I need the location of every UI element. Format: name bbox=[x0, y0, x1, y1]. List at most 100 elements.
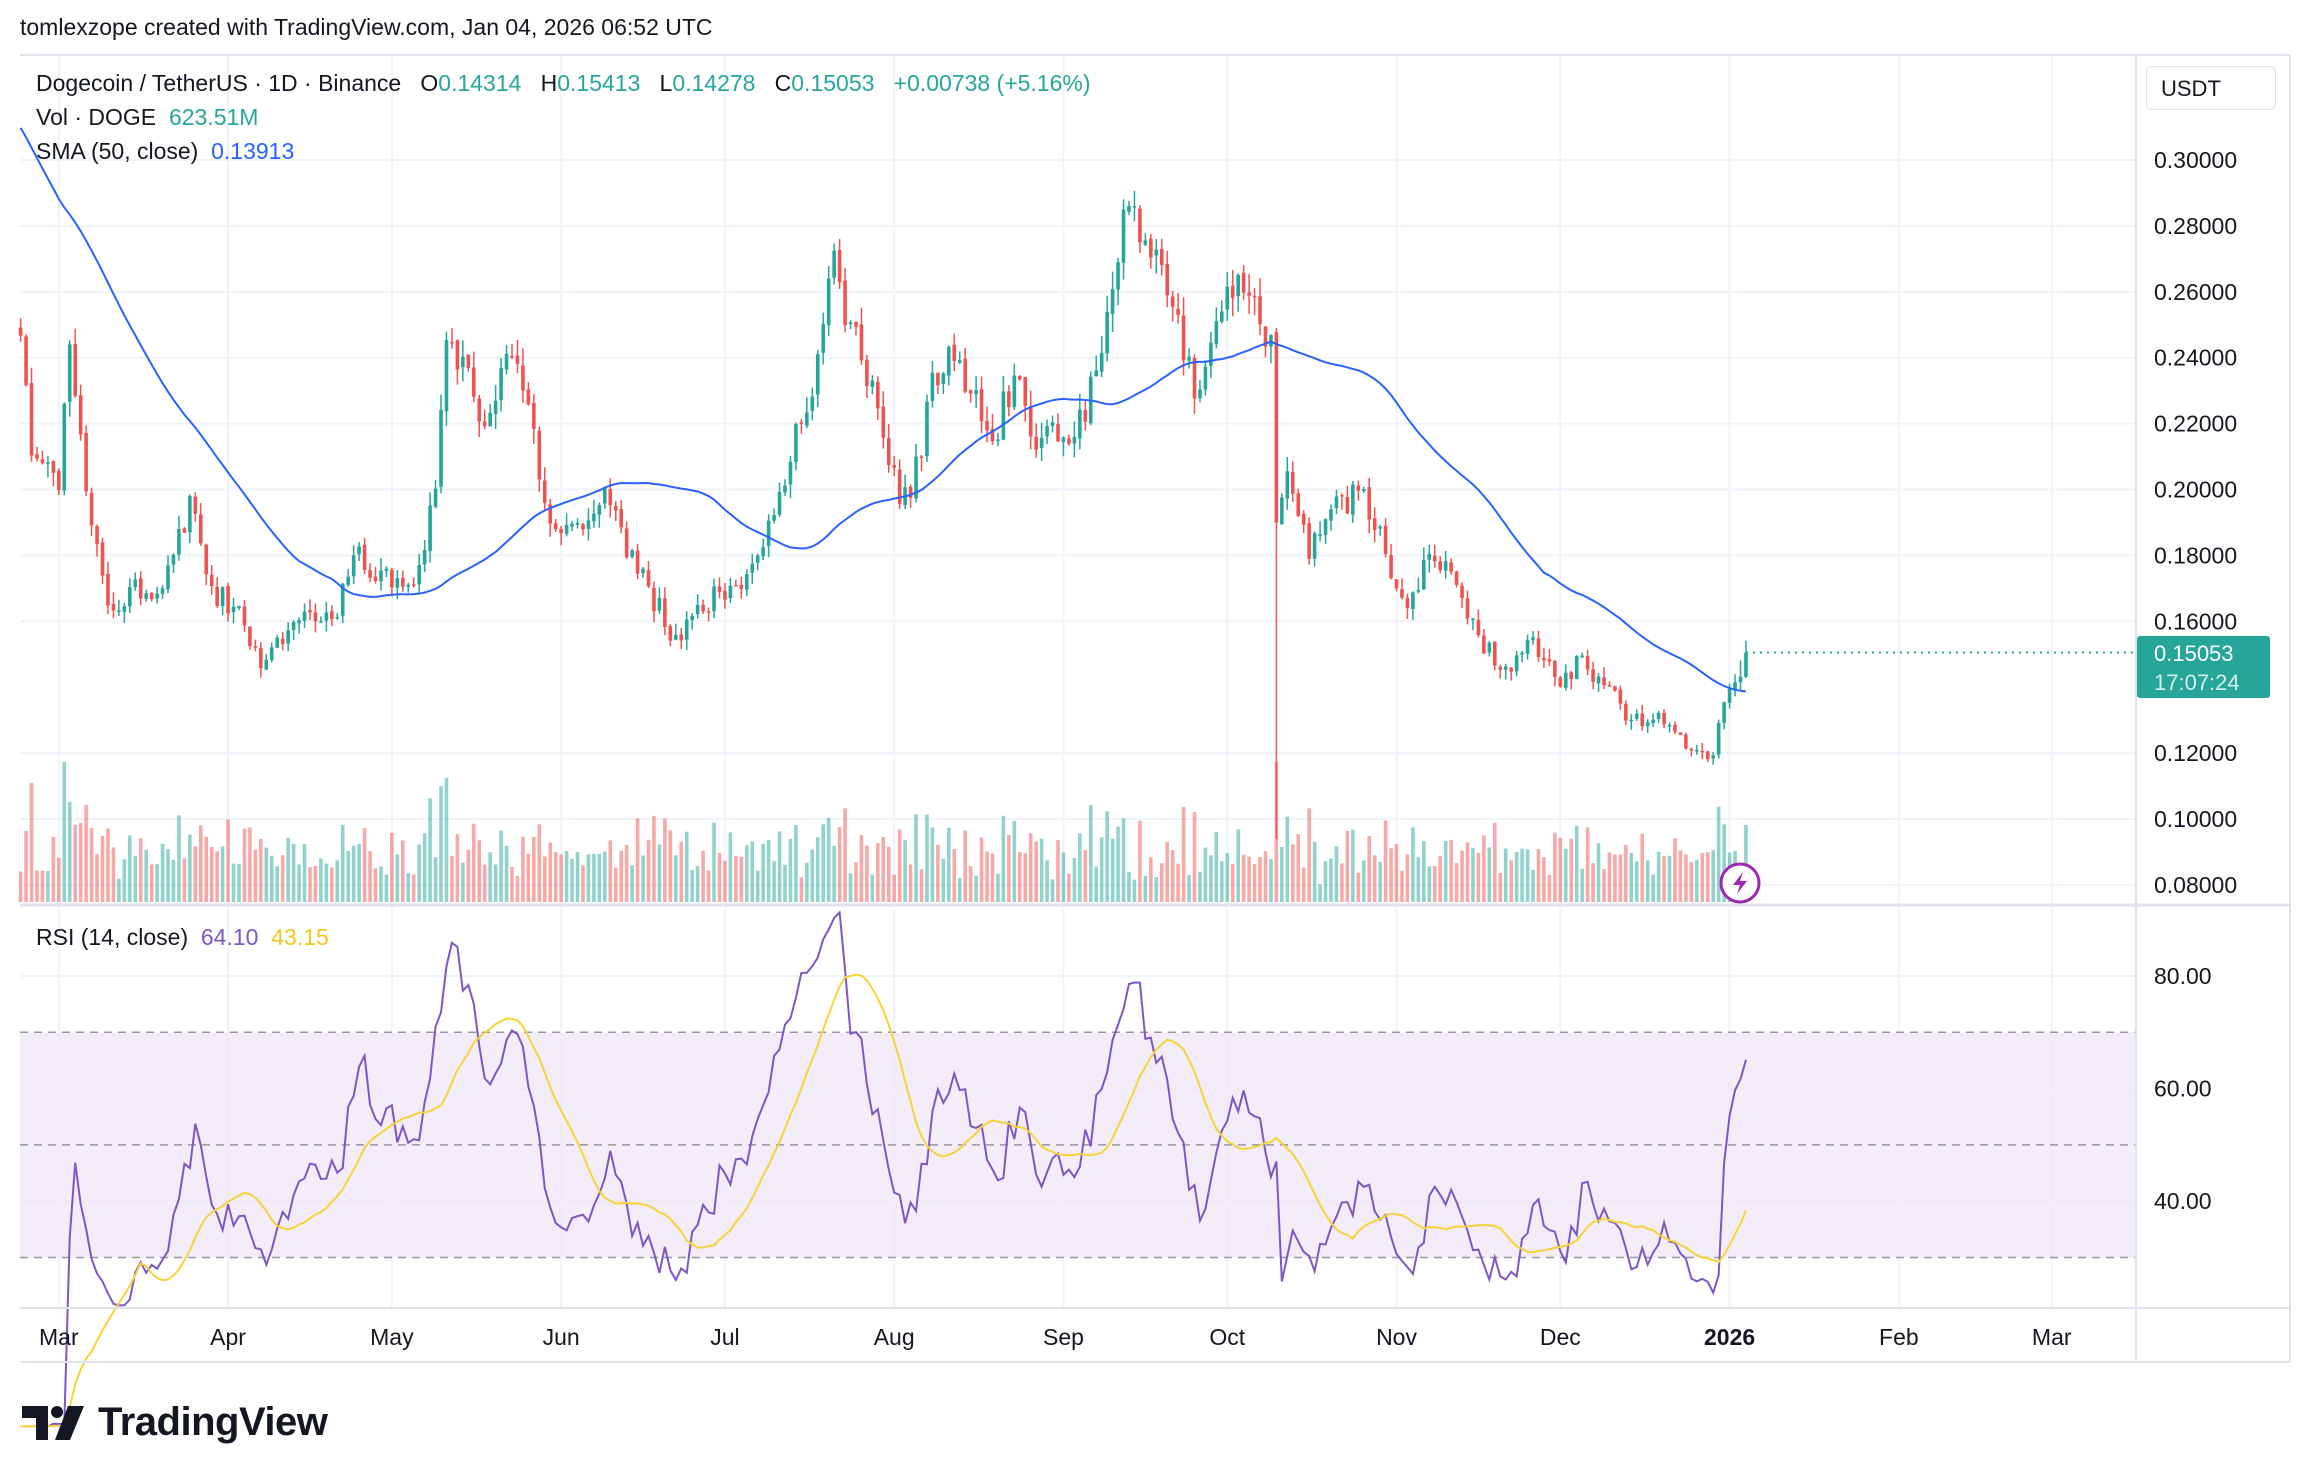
candle bbox=[695, 594, 700, 619]
price-axis-label[interactable]: 0.28000 bbox=[2154, 213, 2237, 239]
time-axis-label[interactable]: Apr bbox=[210, 1324, 246, 1350]
time-axis-label[interactable]: May bbox=[370, 1324, 414, 1350]
candle-body bbox=[630, 550, 634, 557]
rsi-axis-label[interactable]: 60.00 bbox=[2154, 1076, 2212, 1102]
time-axis-label[interactable]: Nov bbox=[1376, 1324, 1417, 1350]
currency-button[interactable]: USDT bbox=[2146, 66, 2276, 110]
rsi-legend[interactable]: RSI (14, close) 64.10 43.15 bbox=[36, 924, 329, 951]
candle bbox=[603, 486, 607, 509]
candle bbox=[1667, 722, 1672, 733]
candle-body bbox=[1503, 666, 1508, 670]
price-axis-label[interactable]: 0.08000 bbox=[2154, 872, 2237, 898]
rsi-axis-label[interactable]: 40.00 bbox=[2154, 1188, 2212, 1214]
candle-body bbox=[990, 428, 995, 442]
candles[interactable] bbox=[18, 190, 1748, 839]
price-axis[interactable]: 0.30000 0.28000 0.26000 0.24000 0.22000 0.200… bbox=[2154, 147, 2237, 898]
time-axis-label[interactable]: Mar bbox=[2032, 1324, 2072, 1350]
time-axis-label[interactable]: 2026 bbox=[1704, 1324, 1755, 1350]
volume-bar bbox=[761, 844, 765, 902]
candle bbox=[1372, 507, 1377, 543]
volume-bar bbox=[723, 860, 727, 902]
candle bbox=[275, 634, 280, 648]
volume-bar bbox=[564, 851, 569, 902]
price-axis-label[interactable]: 0.26000 bbox=[2154, 279, 2237, 305]
price-axis-label[interactable]: 0.10000 bbox=[2154, 806, 2237, 832]
candle-body bbox=[1367, 487, 1372, 520]
volume-bar bbox=[78, 823, 83, 902]
time-axis-label[interactable]: Aug bbox=[874, 1324, 915, 1350]
time-axis-label[interactable]: Jul bbox=[710, 1324, 739, 1350]
candle bbox=[1640, 704, 1645, 731]
candle bbox=[1127, 200, 1131, 216]
candle bbox=[1138, 205, 1142, 254]
price-axis-label[interactable]: 0.18000 bbox=[2154, 542, 2237, 568]
candle-body bbox=[1432, 555, 1437, 562]
price-axis-label[interactable]: 0.24000 bbox=[2154, 345, 2237, 371]
volume-bar bbox=[603, 851, 607, 902]
rsi-axis-label[interactable]: 80.00 bbox=[2154, 963, 2212, 989]
high-value: 0.15413 bbox=[557, 70, 641, 96]
candle bbox=[1569, 670, 1574, 690]
candle-body bbox=[280, 638, 285, 645]
volume-bar bbox=[717, 852, 722, 902]
time-axis-label[interactable]: Dec bbox=[1540, 1324, 1581, 1350]
candle-body bbox=[674, 634, 678, 640]
volume-bar bbox=[1285, 816, 1290, 902]
candle-body bbox=[723, 590, 727, 600]
candle bbox=[930, 360, 935, 408]
candle bbox=[384, 566, 389, 577]
volume-bar bbox=[854, 862, 858, 902]
candle-body bbox=[586, 520, 591, 530]
time-axis-label[interactable]: Oct bbox=[1209, 1324, 1245, 1350]
volume-bar bbox=[1351, 829, 1355, 902]
volume-bar bbox=[308, 867, 312, 902]
time-axis-label[interactable]: Feb bbox=[1879, 1324, 1919, 1350]
volume-bar bbox=[914, 814, 918, 902]
candle bbox=[826, 265, 831, 336]
volume-bar bbox=[674, 855, 678, 902]
volume-bar bbox=[340, 824, 345, 902]
volume-bar bbox=[1181, 806, 1186, 902]
symbol-legend[interactable]: Dogecoin / TetherUS · 1D · Binance O0.14… bbox=[36, 70, 1091, 97]
price-axis-label[interactable]: 0.20000 bbox=[2154, 477, 2237, 503]
candle-body bbox=[837, 249, 842, 283]
price-axis-label[interactable]: 0.12000 bbox=[2154, 740, 2237, 766]
volume-bar bbox=[18, 871, 23, 902]
sma-legend[interactable]: SMA (50, close) 0.13913 bbox=[36, 138, 294, 165]
price-axis-label[interactable]: 0.16000 bbox=[2154, 608, 2237, 634]
time-axis-label[interactable]: Jun bbox=[543, 1324, 580, 1350]
volume-bar bbox=[166, 849, 170, 902]
candle bbox=[592, 499, 596, 528]
tradingview-logo[interactable]: TradingView bbox=[22, 1400, 328, 1445]
candle bbox=[29, 367, 34, 462]
rsi-axis[interactable]: 80.00 60.00 40.00 bbox=[2154, 963, 2212, 1214]
candle-body bbox=[925, 401, 929, 457]
price-axis-label[interactable]: 0.30000 bbox=[2154, 147, 2237, 173]
candle-body bbox=[1634, 713, 1639, 719]
price-axis-label[interactable]: 0.22000 bbox=[2154, 411, 2237, 437]
volume-bar bbox=[1624, 845, 1628, 902]
volume-bar bbox=[1132, 879, 1137, 902]
candle-body bbox=[379, 570, 383, 582]
candle bbox=[510, 343, 514, 359]
candle bbox=[1340, 493, 1344, 510]
volume-legend[interactable]: Vol · DOGE 623.51M bbox=[36, 104, 258, 131]
candle-body bbox=[914, 456, 918, 499]
candle-body bbox=[340, 583, 345, 616]
time-axis-label[interactable]: Sep bbox=[1043, 1324, 1084, 1350]
candle bbox=[1121, 199, 1126, 280]
volume-bar bbox=[750, 841, 755, 902]
candle-body bbox=[111, 604, 116, 611]
lightning-icon[interactable] bbox=[1719, 862, 1761, 904]
candle bbox=[346, 569, 350, 587]
volume-bar bbox=[876, 843, 880, 902]
time-axis[interactable]: Mar Apr May Jun Jul Aug Sep Oct Nov Dec 2026 Feb Mar bbox=[39, 1324, 2072, 1350]
candle bbox=[373, 566, 378, 584]
last-price-value: 0.15053 bbox=[2154, 641, 2234, 666]
candle bbox=[532, 394, 536, 444]
candle bbox=[18, 318, 23, 342]
candle-body bbox=[897, 469, 902, 504]
time-axis-label[interactable]: Mar bbox=[39, 1324, 79, 1350]
candle-body bbox=[1230, 285, 1235, 298]
